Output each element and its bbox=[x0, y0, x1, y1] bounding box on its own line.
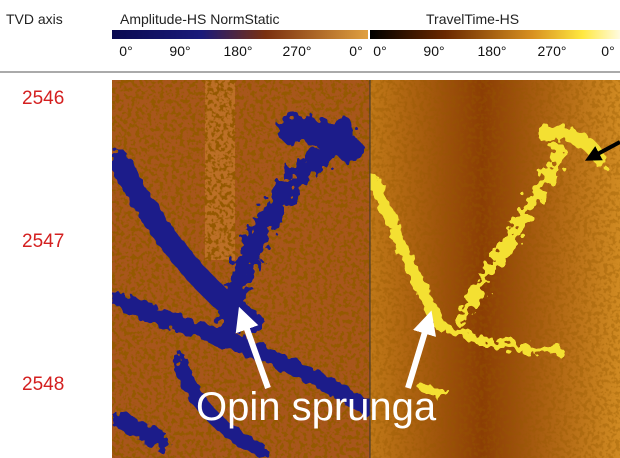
depth-label: 2546 bbox=[22, 88, 64, 109]
azimuth-tick: 90° bbox=[169, 43, 190, 59]
depth-axis-title: TVD axis bbox=[6, 11, 63, 27]
annotation-text: Opin sprunga bbox=[196, 385, 437, 429]
azimuth-tick: 180° bbox=[224, 43, 253, 59]
log-viewer: TVD axis Amplitude-HS NormStatic TravelT… bbox=[0, 0, 620, 458]
azimuth-tick: 0° bbox=[349, 43, 362, 59]
azimuth-tick: 90° bbox=[423, 43, 444, 59]
track-title: TravelTime-HS bbox=[426, 11, 519, 27]
azimuth-tick: 0° bbox=[601, 43, 614, 59]
track-title: Amplitude-HS NormStatic bbox=[120, 11, 280, 27]
azimuth-tick: 0° bbox=[119, 43, 132, 59]
azimuth-tick: 180° bbox=[478, 43, 507, 59]
azimuth-tick: 0° bbox=[373, 43, 386, 59]
depth-label: 2547 bbox=[22, 231, 64, 252]
depth-label: 2548 bbox=[22, 374, 64, 395]
color-scale bbox=[112, 30, 368, 39]
azimuth-tick: 270° bbox=[283, 43, 312, 59]
color-scale bbox=[370, 30, 620, 39]
azimuth-tick: 270° bbox=[538, 43, 567, 59]
